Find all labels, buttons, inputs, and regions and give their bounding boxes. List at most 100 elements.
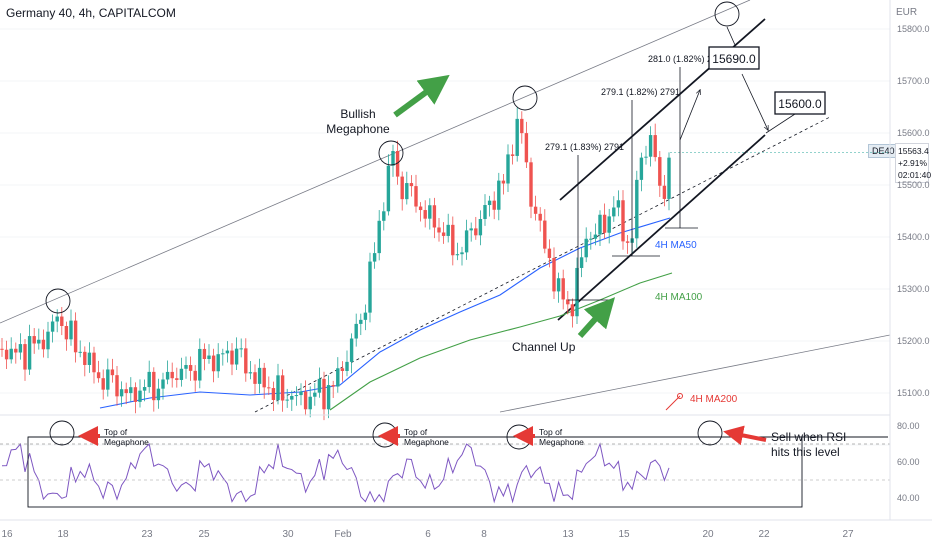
candle-body: [492, 200, 496, 210]
measure-label: 281.0 (1.82%) 281: [648, 54, 722, 64]
channel-lower-line: [557, 134, 766, 321]
candle-body: [244, 348, 248, 374]
red-arrow: [723, 425, 767, 446]
candle-body: [460, 252, 464, 255]
candle-body: [405, 183, 409, 200]
candle-body: [156, 388, 161, 401]
candle-body: [69, 320, 73, 340]
price-tick-label: 15800.0: [897, 24, 930, 34]
candle-body: [216, 354, 220, 372]
candle-body: [446, 224, 450, 236]
candle-body: [409, 183, 414, 187]
rsi-tick-label: 40.00: [897, 493, 920, 503]
green-up-arrow: [393, 74, 450, 118]
candle-body: [0, 348, 4, 350]
candle-body: [423, 210, 427, 219]
highlight-circle: [45, 288, 71, 314]
ma50-line: [99, 217, 671, 409]
candle-body: [395, 151, 400, 177]
channel-up-label: Channel Up: [512, 340, 576, 354]
green-up-arrow: [577, 297, 616, 339]
candle-body: [170, 371, 174, 379]
candle-body: [400, 176, 404, 200]
channel-upper-line: [559, 18, 766, 201]
ma200-label: 4H MA200: [690, 394, 738, 405]
rsi-range-box: [27, 436, 803, 508]
target-box: [708, 46, 760, 70]
candle-body: [386, 165, 391, 212]
candle-body: [253, 372, 257, 384]
candle-body: [303, 391, 308, 410]
candle-body: [598, 214, 602, 235]
candle-body: [570, 304, 575, 317]
highlight-circle: [714, 1, 740, 27]
candle-body: [653, 135, 657, 158]
time-tick-label: 16: [1, 529, 13, 540]
time-tick-label: 13: [562, 529, 574, 540]
rsi-top-label: Top of: [104, 427, 128, 437]
bar-timer: 02:01:40: [898, 170, 932, 180]
candle-body: [418, 206, 423, 211]
highlight-circle: [697, 420, 723, 446]
candle-body: [115, 375, 119, 397]
candle-body: [510, 154, 515, 156]
candle-body: [566, 299, 570, 305]
rsi-top-label: Megaphone: [404, 437, 449, 447]
candle-body: [262, 367, 266, 388]
candle-body: [474, 228, 478, 236]
last-price-box: 15563.4 +2.91% 02:01:40: [895, 143, 932, 183]
candle-body: [46, 331, 50, 350]
candle-body: [27, 336, 32, 370]
candle-body: [520, 118, 524, 134]
candle-body: [101, 378, 105, 390]
highlight-circle: [378, 140, 404, 166]
time-tick-label: 6: [425, 529, 431, 540]
projection-arrow: [741, 73, 768, 130]
candle-body: [336, 368, 340, 387]
highlight-circle: [512, 85, 538, 111]
candle-body: [648, 135, 653, 157]
candle-body: [331, 385, 335, 387]
candle-body: [50, 321, 55, 332]
candle-body: [152, 371, 156, 401]
ma100-line: [329, 272, 673, 411]
candle-body: [198, 348, 202, 381]
candle-body: [41, 339, 46, 350]
candle-body: [662, 185, 667, 199]
candle-body: [487, 200, 492, 206]
candle-body: [188, 365, 193, 371]
candle-body: [478, 219, 483, 236]
candle-body: [533, 206, 538, 214]
candle-body: [138, 390, 142, 402]
measure-label: 279.1 (1.82%) 2791: [601, 87, 680, 97]
candle-body: [285, 399, 289, 401]
candle-body: [497, 180, 501, 210]
rsi-top-label: Megaphone: [539, 437, 584, 447]
highlight-circle: [49, 420, 75, 446]
candle-body: [87, 352, 92, 365]
time-tick-label: 22: [758, 529, 770, 540]
time-tick-label: 18: [57, 529, 69, 540]
projection-arrow: [679, 90, 700, 141]
candle-body: [78, 351, 82, 353]
projection-arrow: [726, 26, 736, 46]
price-change: +2.91%: [898, 158, 928, 168]
candle-body: [124, 389, 128, 394]
price-tick-label: 15300.0: [897, 284, 930, 294]
candle-body: [32, 336, 36, 344]
candle-body: [455, 254, 460, 256]
bullish-megaphone-label: Bullish: [340, 107, 375, 121]
candle-body: [271, 388, 276, 400]
candle-body: [322, 378, 326, 410]
time-tick-label: 30: [282, 529, 294, 540]
candle-body: [193, 370, 197, 381]
ma100-label: 4H MA100: [655, 292, 703, 303]
candle-body: [579, 257, 584, 268]
candle-body: [9, 348, 13, 360]
candle-body: [538, 213, 542, 221]
time-tick-label: 25: [198, 529, 210, 540]
candle-body: [37, 339, 41, 344]
candle-body: [147, 371, 151, 388]
candle-body: [248, 372, 253, 374]
